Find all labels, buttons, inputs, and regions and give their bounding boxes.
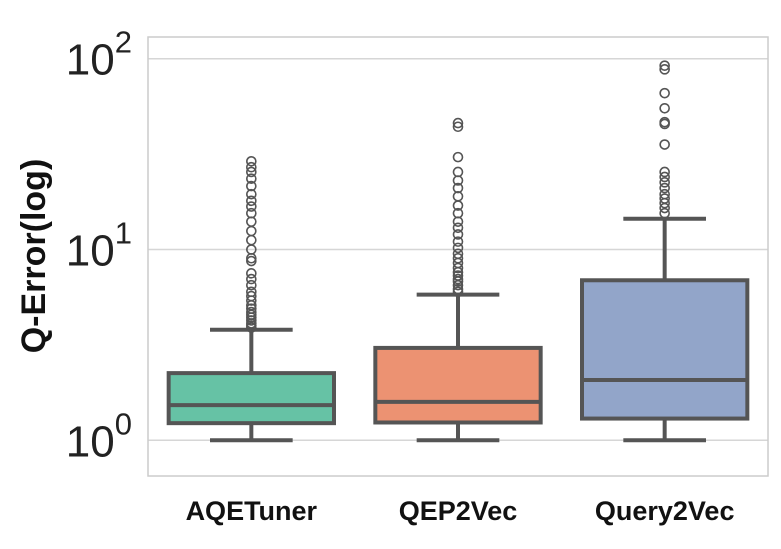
outlier-point: [659, 139, 670, 150]
y-tick-label: 100: [66, 406, 132, 466]
outlier-point: [452, 207, 464, 219]
outlier-point: [246, 188, 257, 200]
outlier-point: [452, 273, 464, 285]
outlier-point: [246, 255, 257, 267]
x-tick-label: AQETuner: [186, 496, 318, 526]
outlier-point: [246, 161, 257, 173]
y-tick-exponent: 2: [115, 25, 132, 60]
outlier-point: [246, 268, 257, 279]
x-tick-labels: AQETuner QEP2Vec Query2Vec: [186, 496, 735, 526]
outlier-point: [452, 117, 464, 129]
outlier-point: [246, 273, 257, 285]
box-iqr: [580, 278, 750, 421]
outlier-point: [246, 306, 257, 318]
outlier-point: [659, 177, 670, 188]
outlier-point: [246, 195, 257, 207]
outlier-point: [246, 166, 257, 178]
outlier-point: [659, 87, 670, 99]
outlier-point: [452, 222, 464, 234]
outlier-point: [246, 286, 257, 298]
outlier-point: [659, 166, 670, 178]
outlier-point: [659, 64, 670, 75]
outlier-point: [659, 171, 670, 183]
box-group-aqetuner: [166, 156, 336, 443]
outlier-point: [246, 156, 257, 167]
x-tick-label: Query2Vec: [595, 496, 735, 526]
outlier-point: [452, 166, 464, 178]
plot-frame: [147, 36, 769, 477]
outlier-point: [452, 229, 464, 240]
box-iqr: [166, 371, 336, 426]
boxes: [166, 60, 750, 443]
outlier-point: [246, 173, 257, 185]
box-group-qep2vec: [373, 117, 543, 443]
outlier-point: [246, 234, 257, 246]
outlier-point: [452, 283, 464, 295]
y-tick-base: 10: [66, 36, 115, 85]
outlier-point: [452, 242, 464, 254]
outlier-point: [452, 182, 464, 194]
y-tick-label: 101: [66, 216, 132, 276]
outlier-point: [246, 201, 257, 212]
outlier-point: [452, 236, 464, 247]
outlier-point: [246, 279, 257, 291]
outlier-point: [246, 225, 257, 237]
outlier-point: [452, 270, 464, 281]
y-tick-label: 102: [66, 25, 132, 85]
outlier-point: [659, 116, 670, 128]
outlier-point: [452, 121, 464, 133]
box-group-query2vec: [580, 60, 750, 443]
y-tick-base: 10: [66, 417, 115, 466]
outlier-point: [659, 193, 670, 204]
outlier-point: [659, 182, 670, 194]
y-tick-exponent: 0: [115, 406, 132, 441]
y-axis-label: Q-Error(log): [15, 159, 53, 354]
box-iqr: [373, 345, 543, 425]
outlier-point: [659, 188, 670, 200]
outlier-point: [246, 207, 257, 219]
outlier-point: [246, 290, 257, 302]
outlier-point: [452, 151, 464, 163]
outlier-point: [452, 252, 464, 264]
outlier-point: [246, 303, 257, 314]
outlier-point: [659, 102, 670, 114]
outlier-point: [246, 180, 257, 192]
outlier-point: [452, 248, 464, 260]
y-tick-base: 10: [66, 227, 115, 276]
outlier-point: [659, 207, 670, 219]
y-tick-exponent: 1: [115, 216, 132, 251]
x-tick-label: QEP2Vec: [399, 496, 518, 526]
outlier-point: [659, 60, 670, 71]
